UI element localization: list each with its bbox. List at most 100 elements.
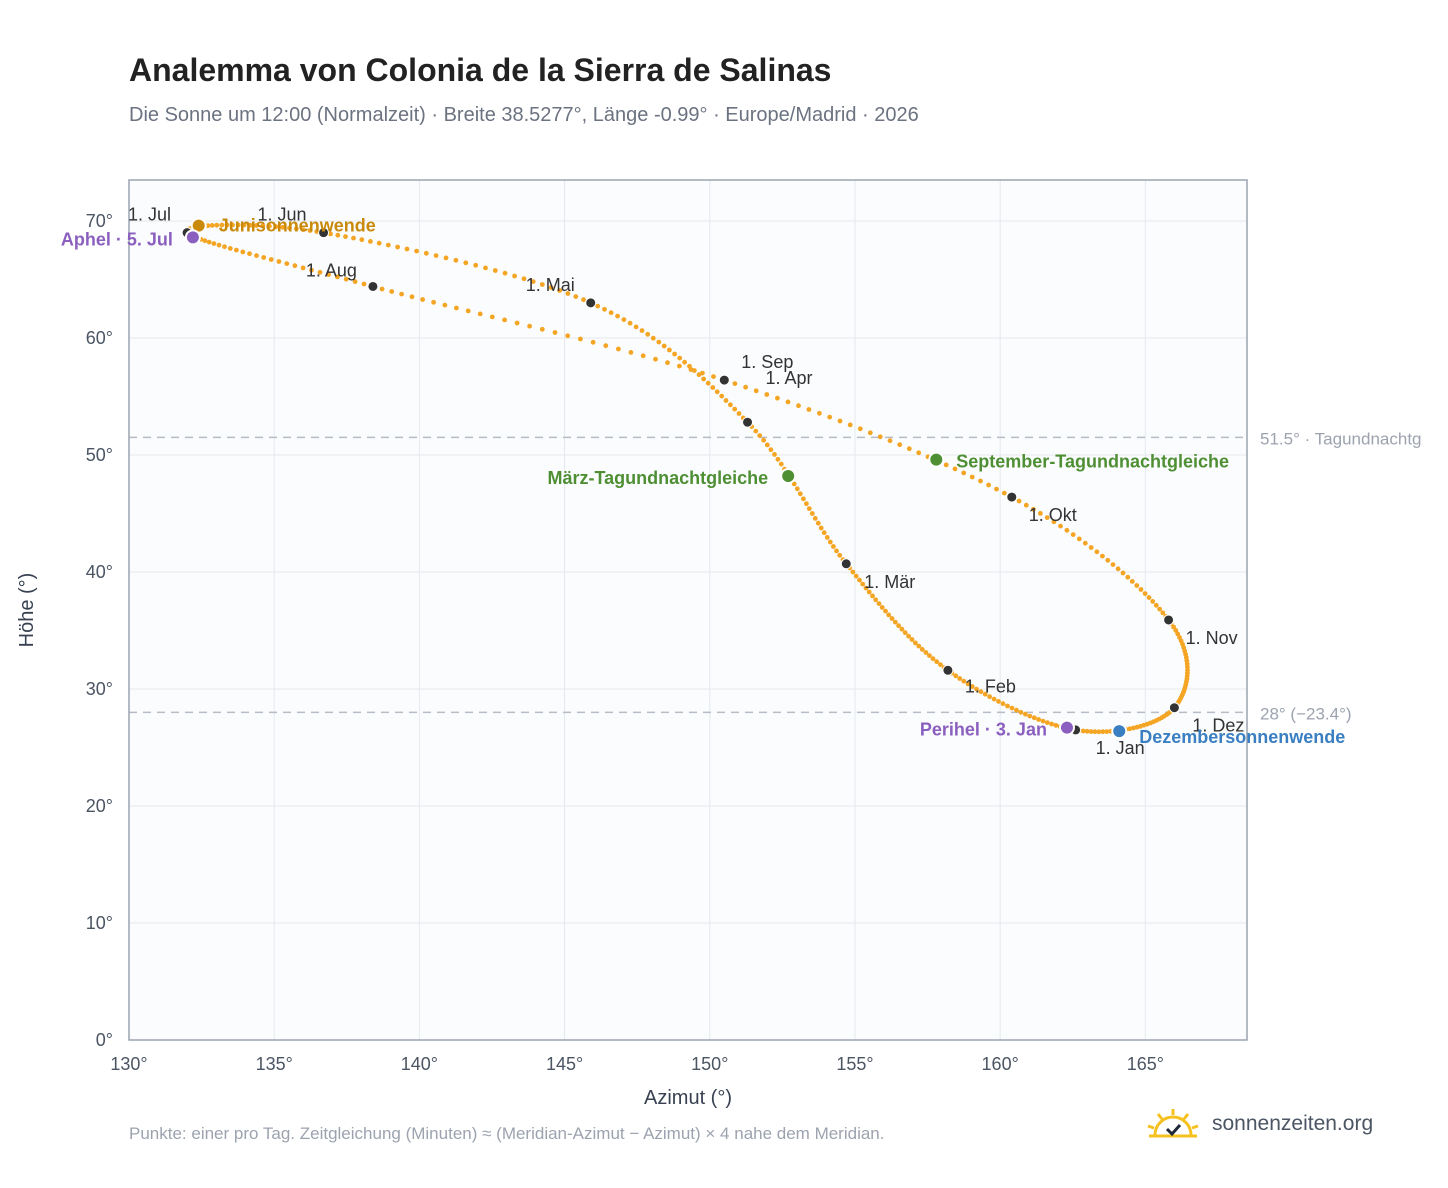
y-tick-label: 60° (86, 328, 113, 348)
daily-point (906, 446, 912, 452)
daily-point (806, 407, 812, 412)
daily-point (205, 223, 211, 229)
daily-point (916, 643, 922, 649)
daily-point (927, 653, 932, 658)
daily-point (656, 339, 662, 345)
month-label: 1. Aug (306, 260, 357, 280)
daily-point (866, 589, 872, 595)
event-markers: Junisonnenwende Aphel · 5. Jul März-Tagund… (61, 216, 1345, 747)
daily-point (608, 310, 614, 316)
daily-point (317, 269, 323, 275)
daily-point (1058, 523, 1063, 529)
month-label: 1. Apr (766, 368, 813, 388)
daily-point (399, 291, 404, 297)
daily-point (710, 385, 716, 390)
daily-point (1018, 709, 1024, 715)
daily-point (633, 324, 639, 330)
daily-point (827, 414, 833, 420)
daily-point (273, 224, 279, 230)
month-label: 1. Jan (1096, 738, 1145, 758)
daily-point (677, 355, 683, 361)
month-marker (585, 297, 597, 309)
daily-point (443, 255, 449, 261)
daily-point (873, 597, 879, 603)
daily-point (548, 285, 554, 290)
daily-point (732, 406, 738, 412)
daily-point (877, 434, 883, 440)
daily-point (352, 279, 358, 284)
event-label: September-Tagundnachtgleiche (956, 452, 1229, 472)
month-marker (1168, 702, 1180, 714)
daily-point (573, 294, 579, 299)
sun-check-icon (1147, 1109, 1199, 1138)
daily-point (473, 262, 479, 268)
reference-lines: 51.5° · Tagundnachtg 28° (−23.4°) (129, 429, 1422, 723)
month-label: 1. Okt (1029, 505, 1077, 525)
daily-point (969, 474, 975, 480)
x-tick-label: 165° (1127, 1054, 1164, 1074)
daily-point (775, 395, 780, 401)
daily-point (1036, 717, 1041, 722)
daily-point (1049, 721, 1054, 727)
daily-point (732, 381, 738, 386)
daily-point (395, 244, 400, 250)
daily-point (326, 272, 331, 277)
daily-point (359, 237, 365, 243)
daily-point (309, 267, 314, 273)
daily-point (1134, 724, 1140, 730)
daily-point (986, 482, 991, 488)
daily-point (409, 294, 415, 300)
daily-point (978, 478, 983, 484)
daily-point (1110, 562, 1116, 567)
daily-point (719, 393, 725, 399)
daily-point (1016, 498, 1022, 504)
daily-point (896, 623, 901, 629)
daily-point (1146, 595, 1152, 600)
plot-background (129, 180, 1247, 1040)
daily-point (1100, 553, 1105, 559)
daily-point (512, 273, 517, 279)
daily-point (870, 593, 875, 599)
daily-point (853, 573, 859, 579)
daily-point (527, 323, 532, 329)
event-label: Junisonnenwende (219, 216, 376, 236)
brand-name: sonnenzeiten.org (1212, 1112, 1374, 1135)
daily-point (442, 302, 448, 308)
daily-point (892, 619, 898, 625)
month-marker (318, 227, 330, 239)
month-label: 1. Nov (1186, 628, 1238, 648)
y-axis-ticks: 0° 10° 20° 30° 40° 50° 60° 70° (86, 211, 113, 1050)
daily-point (934, 659, 940, 665)
daily-point (688, 367, 694, 372)
daily-point (965, 681, 971, 687)
daily-point (489, 314, 495, 320)
daily-point (1173, 628, 1179, 633)
daily-point (728, 402, 733, 408)
x-tick-label: 160° (982, 1054, 1019, 1074)
daily-point (1053, 722, 1059, 728)
daily-point (1080, 728, 1086, 734)
daily-point (961, 678, 967, 684)
daily-point (581, 297, 586, 303)
daily-point (379, 286, 385, 292)
daily-point (539, 282, 545, 287)
month-label: 1. Mai (526, 275, 575, 295)
daily-point (595, 303, 601, 309)
daily-point (743, 384, 748, 390)
daily-point (650, 335, 656, 341)
x-tick-label: 150° (691, 1054, 728, 1074)
daily-point (254, 253, 259, 258)
month-label: 1. Mär (864, 572, 915, 592)
daily-point (879, 605, 885, 610)
month-marker (942, 664, 954, 676)
daily-point (616, 346, 621, 352)
daily-point (284, 261, 290, 266)
x-tick-label: 145° (546, 1054, 583, 1074)
daily-point (797, 491, 803, 497)
daily-point (590, 339, 596, 345)
daily-point (821, 530, 827, 536)
daily-point (267, 223, 272, 229)
daily-point (202, 238, 208, 244)
month-marker (840, 558, 852, 570)
event-label: Perihel · 3. Jan (920, 720, 1047, 740)
